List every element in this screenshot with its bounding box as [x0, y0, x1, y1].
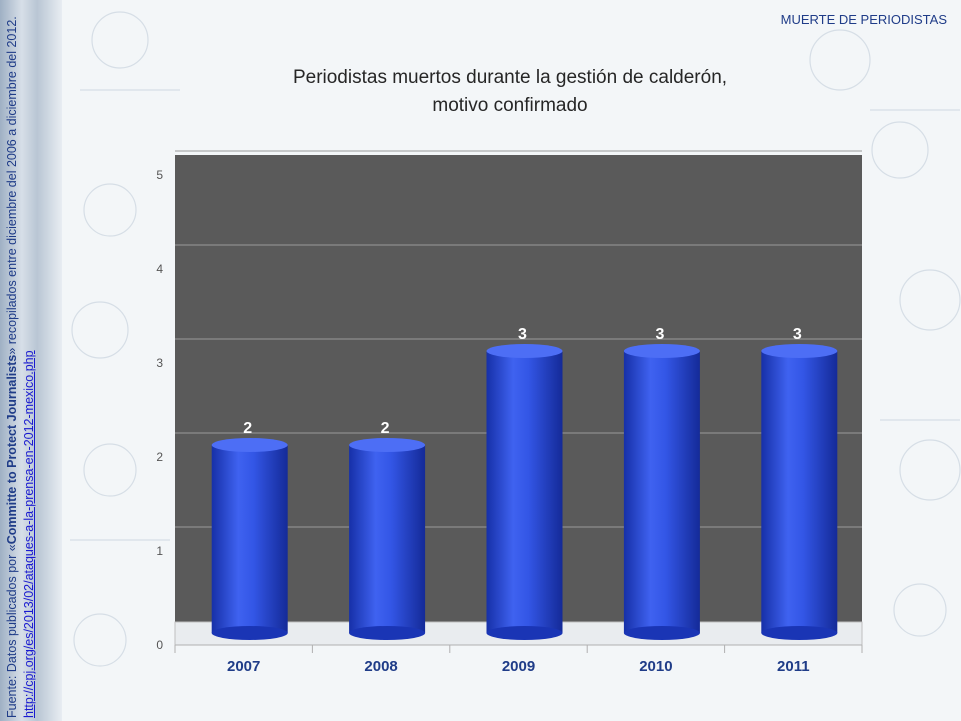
chart-title-line1: Periodistas muertos durante la gestión d…	[292, 67, 728, 88]
bar	[623, 344, 700, 640]
y-tick-label: 0	[156, 638, 163, 652]
data-label: 2	[243, 420, 252, 437]
bar-body	[486, 351, 563, 633]
category-label: 2008	[364, 658, 397, 675]
y-tick-label: 1	[156, 544, 163, 558]
data-label: 2	[381, 420, 390, 437]
bar-body	[761, 351, 838, 633]
bar-body	[211, 445, 288, 633]
bar-top	[623, 344, 700, 358]
bar-bottom	[623, 626, 700, 640]
header-tag: MUERTE DE PERIODISTAS	[780, 12, 947, 27]
data-label: 3	[655, 326, 664, 343]
bar	[486, 344, 563, 640]
bar	[761, 344, 838, 640]
y-tick-label: 2	[156, 450, 163, 464]
bar-top	[761, 344, 838, 358]
bar-bottom	[211, 626, 288, 640]
bar-body	[349, 445, 426, 633]
bar-top	[349, 438, 426, 452]
chart-title-line2: motivo confirmado	[432, 95, 588, 116]
bar-body	[623, 351, 700, 633]
bar-bottom	[761, 626, 838, 640]
bar-top	[211, 438, 288, 452]
y-tick-label: 4	[156, 262, 163, 276]
y-tick-label: 3	[156, 356, 163, 370]
y-tick-label: 5	[156, 168, 163, 182]
decorative-left-strip	[0, 0, 62, 721]
bar	[211, 438, 288, 640]
category-label: 2011	[777, 658, 810, 675]
category-label: 2007	[227, 658, 260, 675]
category-label: 2010	[639, 658, 672, 675]
category-label: 2009	[502, 658, 535, 675]
bar-bottom	[486, 626, 563, 640]
chart-title: Periodistas muertos durante la gestión d…	[200, 64, 820, 120]
bar-bottom	[349, 626, 426, 640]
data-label: 3	[518, 326, 527, 343]
bar-top	[486, 344, 563, 358]
bar	[349, 438, 426, 640]
data-label: 3	[793, 326, 802, 343]
